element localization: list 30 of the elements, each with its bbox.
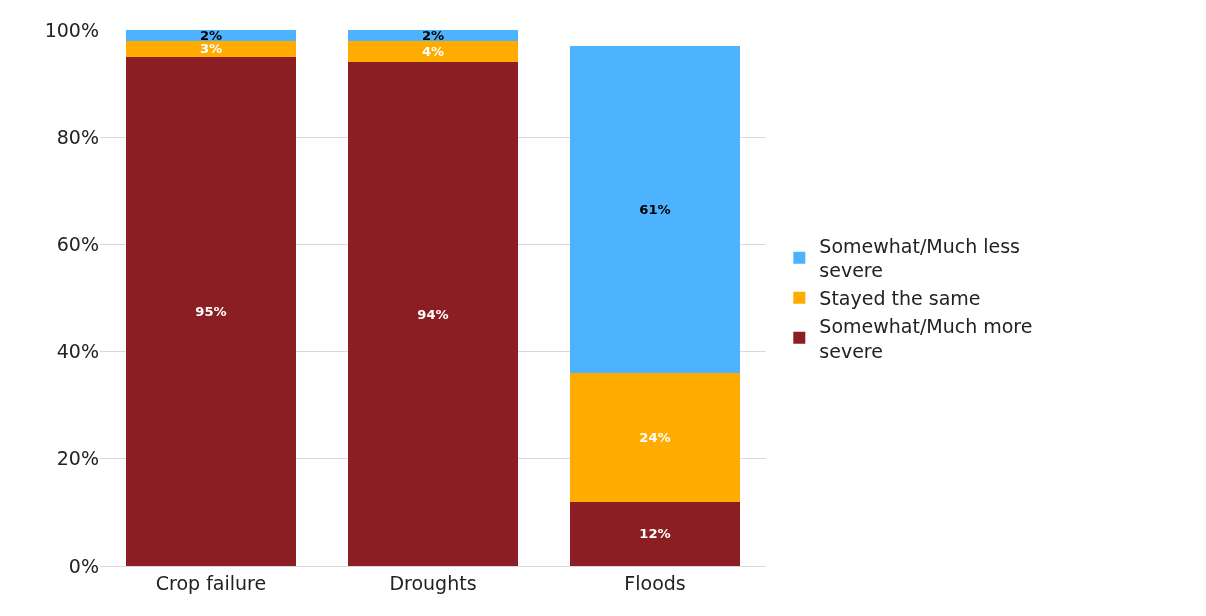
- data-label: 24%: [639, 429, 671, 445]
- bar: [125, 56, 297, 566]
- x-tick-label: Crop failure: [155, 571, 267, 594]
- x-tick-label: Floods: [624, 571, 686, 594]
- y-tick-label: 100%: [44, 18, 99, 41]
- legend-label: Stayed the same: [819, 287, 981, 310]
- data-label: 2%: [199, 27, 223, 43]
- y-tick-label: 0%: [68, 554, 99, 577]
- data-label: 3%: [199, 41, 223, 57]
- bar: [347, 40, 519, 63]
- bar: [125, 40, 297, 57]
- data-label: 2%: [421, 27, 445, 43]
- data-label: 95%: [195, 304, 227, 320]
- data-label: 4%: [421, 44, 445, 60]
- y-tick-label: 80%: [56, 125, 99, 148]
- data-label: 12%: [639, 526, 671, 542]
- y-tick-label: 20%: [56, 447, 99, 470]
- bar: [569, 373, 741, 502]
- bar: [569, 46, 741, 374]
- legend-label: Somewhat/Much more severe: [819, 314, 1033, 362]
- legend-label: Somewhat/Much less severe: [819, 234, 1021, 282]
- y-tick-label: 40%: [56, 340, 99, 363]
- bar: [347, 30, 519, 41]
- y-tick-label: 60%: [56, 233, 99, 256]
- data-label: 61%: [639, 202, 671, 218]
- data-label: 94%: [417, 306, 449, 322]
- bar: [125, 30, 297, 41]
- x-tick-label: Droughts: [389, 571, 477, 594]
- bar: [569, 501, 741, 566]
- bar: [347, 62, 519, 566]
